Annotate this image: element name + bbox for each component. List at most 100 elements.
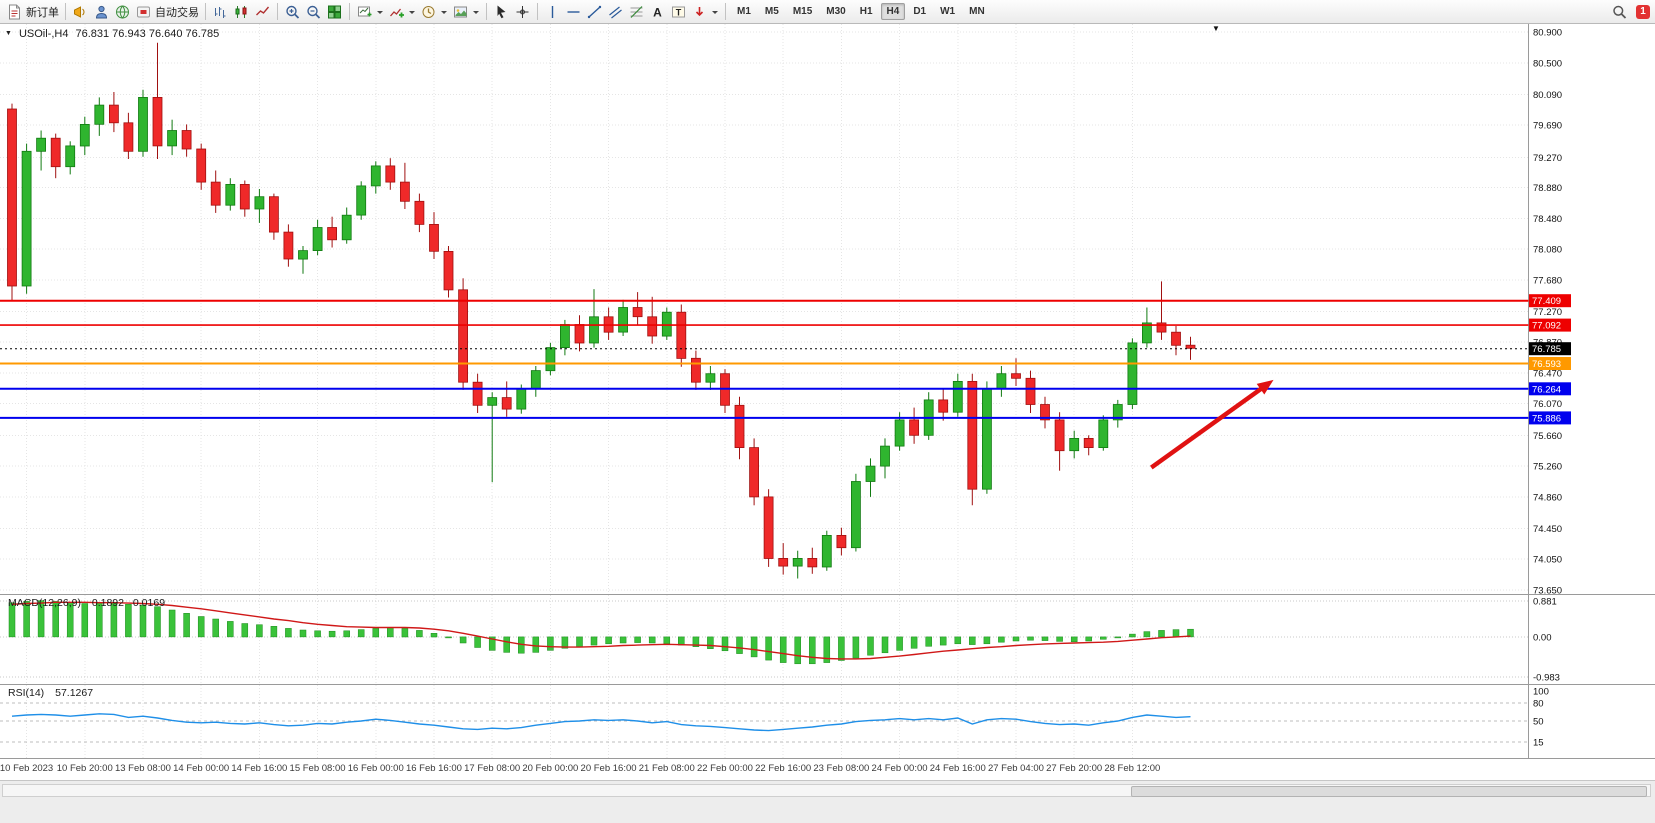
timeframe-w1-button[interactable]: W1 — [940, 6, 956, 17]
rsi-grid — [0, 685, 1529, 758]
toolbar-separator — [205, 3, 206, 20]
templates-icon — [452, 4, 469, 20]
chart-window[interactable]: 80.900 80.500 80.090 79.690 79.270 78.880 78.4… — [0, 24, 1655, 823]
svg-text:76.593: 76.593 — [1532, 359, 1561, 370]
equidistant-channel-button[interactable] — [605, 2, 626, 22]
rsi-line — [11, 713, 1191, 732]
time-axis-label: 13 Feb 08:00 — [114, 763, 171, 774]
time-axis-label: 22 Feb 00:00 — [696, 763, 753, 774]
trendline-icon — [586, 4, 603, 20]
periods-button[interactable] — [418, 2, 450, 22]
zoom-in-button[interactable] — [282, 2, 303, 22]
price-chart-canvas[interactable]: 80.900 80.500 80.090 79.690 79.270 78.880 78.4… — [0, 24, 1655, 597]
line-chart-icon — [254, 4, 271, 20]
search-icon — [1611, 4, 1628, 20]
cursor-button[interactable] — [491, 2, 512, 22]
fibonacci-icon — [628, 4, 645, 20]
macd-pane[interactable]: 0.881 0.00 -0.983 MACD(12,26,9) 0.1892 0.0… — [0, 594, 1655, 684]
chart-ohlc: 76.831 76.943 76.640 76.785 — [75, 28, 220, 40]
caret-down-icon — [376, 4, 384, 20]
line-chart-button[interactable] — [252, 2, 273, 22]
time-axis-label: 20 Feb 00:00 — [522, 763, 579, 774]
scrollbar-thumb[interactable] — [1131, 786, 1647, 797]
time-axis-label: 24 Feb 16:00 — [929, 763, 986, 774]
timeframe-d1-button[interactable]: D1 — [913, 6, 927, 17]
price-axis[interactable] — [1529, 24, 1655, 594]
current-price-line-price-label: 76.785 — [1529, 342, 1571, 356]
megaphone-icon — [72, 4, 89, 20]
time-axis-label: 16 Feb 16:00 — [405, 763, 462, 774]
timeframe-h4-button[interactable]: H4 — [880, 3, 906, 20]
community-button[interactable] — [112, 2, 133, 22]
time-axis-label: 27 Feb 04:00 — [987, 763, 1044, 774]
toolbar-separator — [486, 3, 487, 20]
chart-title: ▼ USOil-,H4 76.831 76.943 76.640 76.785 — [5, 28, 219, 40]
person-icon — [93, 4, 110, 20]
trend-arrow-annotation[interactable] — [1149, 379, 1274, 470]
bar-chart-button[interactable] — [210, 2, 231, 22]
text-label-icon: T — [670, 4, 687, 20]
search-button[interactable] — [1609, 2, 1630, 22]
support-line-1-price-label: 76.264 — [1529, 382, 1571, 396]
horizontal-scrollbar[interactable] — [2, 784, 1651, 797]
text-label-button[interactable]: T — [668, 2, 689, 22]
vertical-line-button[interactable] — [542, 2, 563, 22]
svg-text:74.860: 74.860 — [1533, 492, 1562, 503]
candlestick-chart-button[interactable] — [231, 2, 252, 22]
timeframe-m5-button[interactable]: M5 — [764, 6, 779, 17]
horizontal-line-button[interactable] — [563, 2, 584, 22]
zoom-out-button[interactable] — [303, 2, 324, 22]
crosshair-button[interactable] — [512, 2, 533, 22]
timeframe-h1-button[interactable]: H1 — [859, 6, 873, 17]
svg-text:80.090: 80.090 — [1533, 90, 1562, 101]
tile-windows-button[interactable] — [324, 2, 345, 22]
templates-button[interactable] — [450, 2, 482, 22]
candle-chart-icon — [233, 4, 250, 20]
caret-down-icon — [408, 4, 416, 20]
indicators-button[interactable] — [386, 2, 418, 22]
macd-signal-value: 0.0169 — [132, 597, 166, 609]
svg-text:76.470: 76.470 — [1533, 369, 1562, 380]
caret-down-icon — [472, 4, 480, 20]
caret-down-icon — [440, 4, 448, 20]
caret-down-icon — [711, 4, 719, 20]
macd-signal-line — [11, 601, 1191, 660]
timeframe-mn-button[interactable]: MN — [969, 6, 985, 17]
autotrading-button[interactable]: 自动交易 — [133, 2, 201, 22]
main-chart-pane[interactable]: 80.900 80.500 80.090 79.690 79.270 78.880 78.4… — [0, 24, 1655, 597]
text-button[interactable]: A — [647, 2, 668, 22]
notification-badge[interactable]: 1 — [1636, 4, 1650, 19]
arrows-button[interactable] — [689, 2, 721, 22]
new-order-button-label: 新订单 — [26, 6, 59, 19]
new-chart-button[interactable] — [354, 2, 386, 22]
time-axis-label: 22 Feb 16:00 — [755, 763, 812, 774]
toolbar-separator — [537, 3, 538, 20]
bar-chart-icon — [212, 4, 229, 20]
rsi-pane[interactable]: 100 80 50 15 RSI(14) 57.1267 — [0, 684, 1655, 758]
alerts-button[interactable] — [70, 2, 91, 22]
svg-text:75.660: 75.660 — [1533, 431, 1562, 442]
timeframe-m1-button[interactable]: M1 — [737, 6, 751, 17]
chart-shift-marker[interactable]: ▼ — [1212, 24, 1220, 33]
one-click-trading-toggle[interactable]: ▼ — [5, 30, 12, 37]
globe-icon — [114, 4, 131, 20]
timeframe-m15-button[interactable]: M15 — [792, 6, 813, 17]
time-axis-label: 14 Feb 16:00 — [231, 763, 288, 774]
cursor-icon — [493, 4, 510, 20]
vline-icon — [544, 4, 561, 20]
timeframe-m30-button[interactable]: M30 — [826, 6, 846, 17]
svg-text:-0.983: -0.983 — [1533, 673, 1560, 684]
svg-text:0.00: 0.00 — [1533, 632, 1552, 643]
autotrade-icon — [135, 4, 152, 20]
price-axis-labels: 80.900 80.500 80.090 79.690 79.270 78.880 78.4… — [1533, 28, 1562, 597]
svg-text:75.886: 75.886 — [1532, 413, 1561, 424]
time-axis-label: 10 Feb 2023 — [0, 763, 54, 774]
time-axis-label: 16 Feb 00:00 — [347, 763, 404, 774]
accounts-button[interactable] — [91, 2, 112, 22]
svg-text:78.880: 78.880 — [1533, 183, 1562, 194]
time-axis[interactable]: 10 Feb 2023 10 Feb 20:00 13 Feb 08:00 14 Fe… — [0, 758, 1655, 780]
trendline-button[interactable] — [584, 2, 605, 22]
time-axis-label: 15 Feb 08:00 — [289, 763, 346, 774]
fibonacci-button[interactable] — [626, 2, 647, 22]
new-order-button[interactable]: 新订单 — [4, 2, 61, 22]
